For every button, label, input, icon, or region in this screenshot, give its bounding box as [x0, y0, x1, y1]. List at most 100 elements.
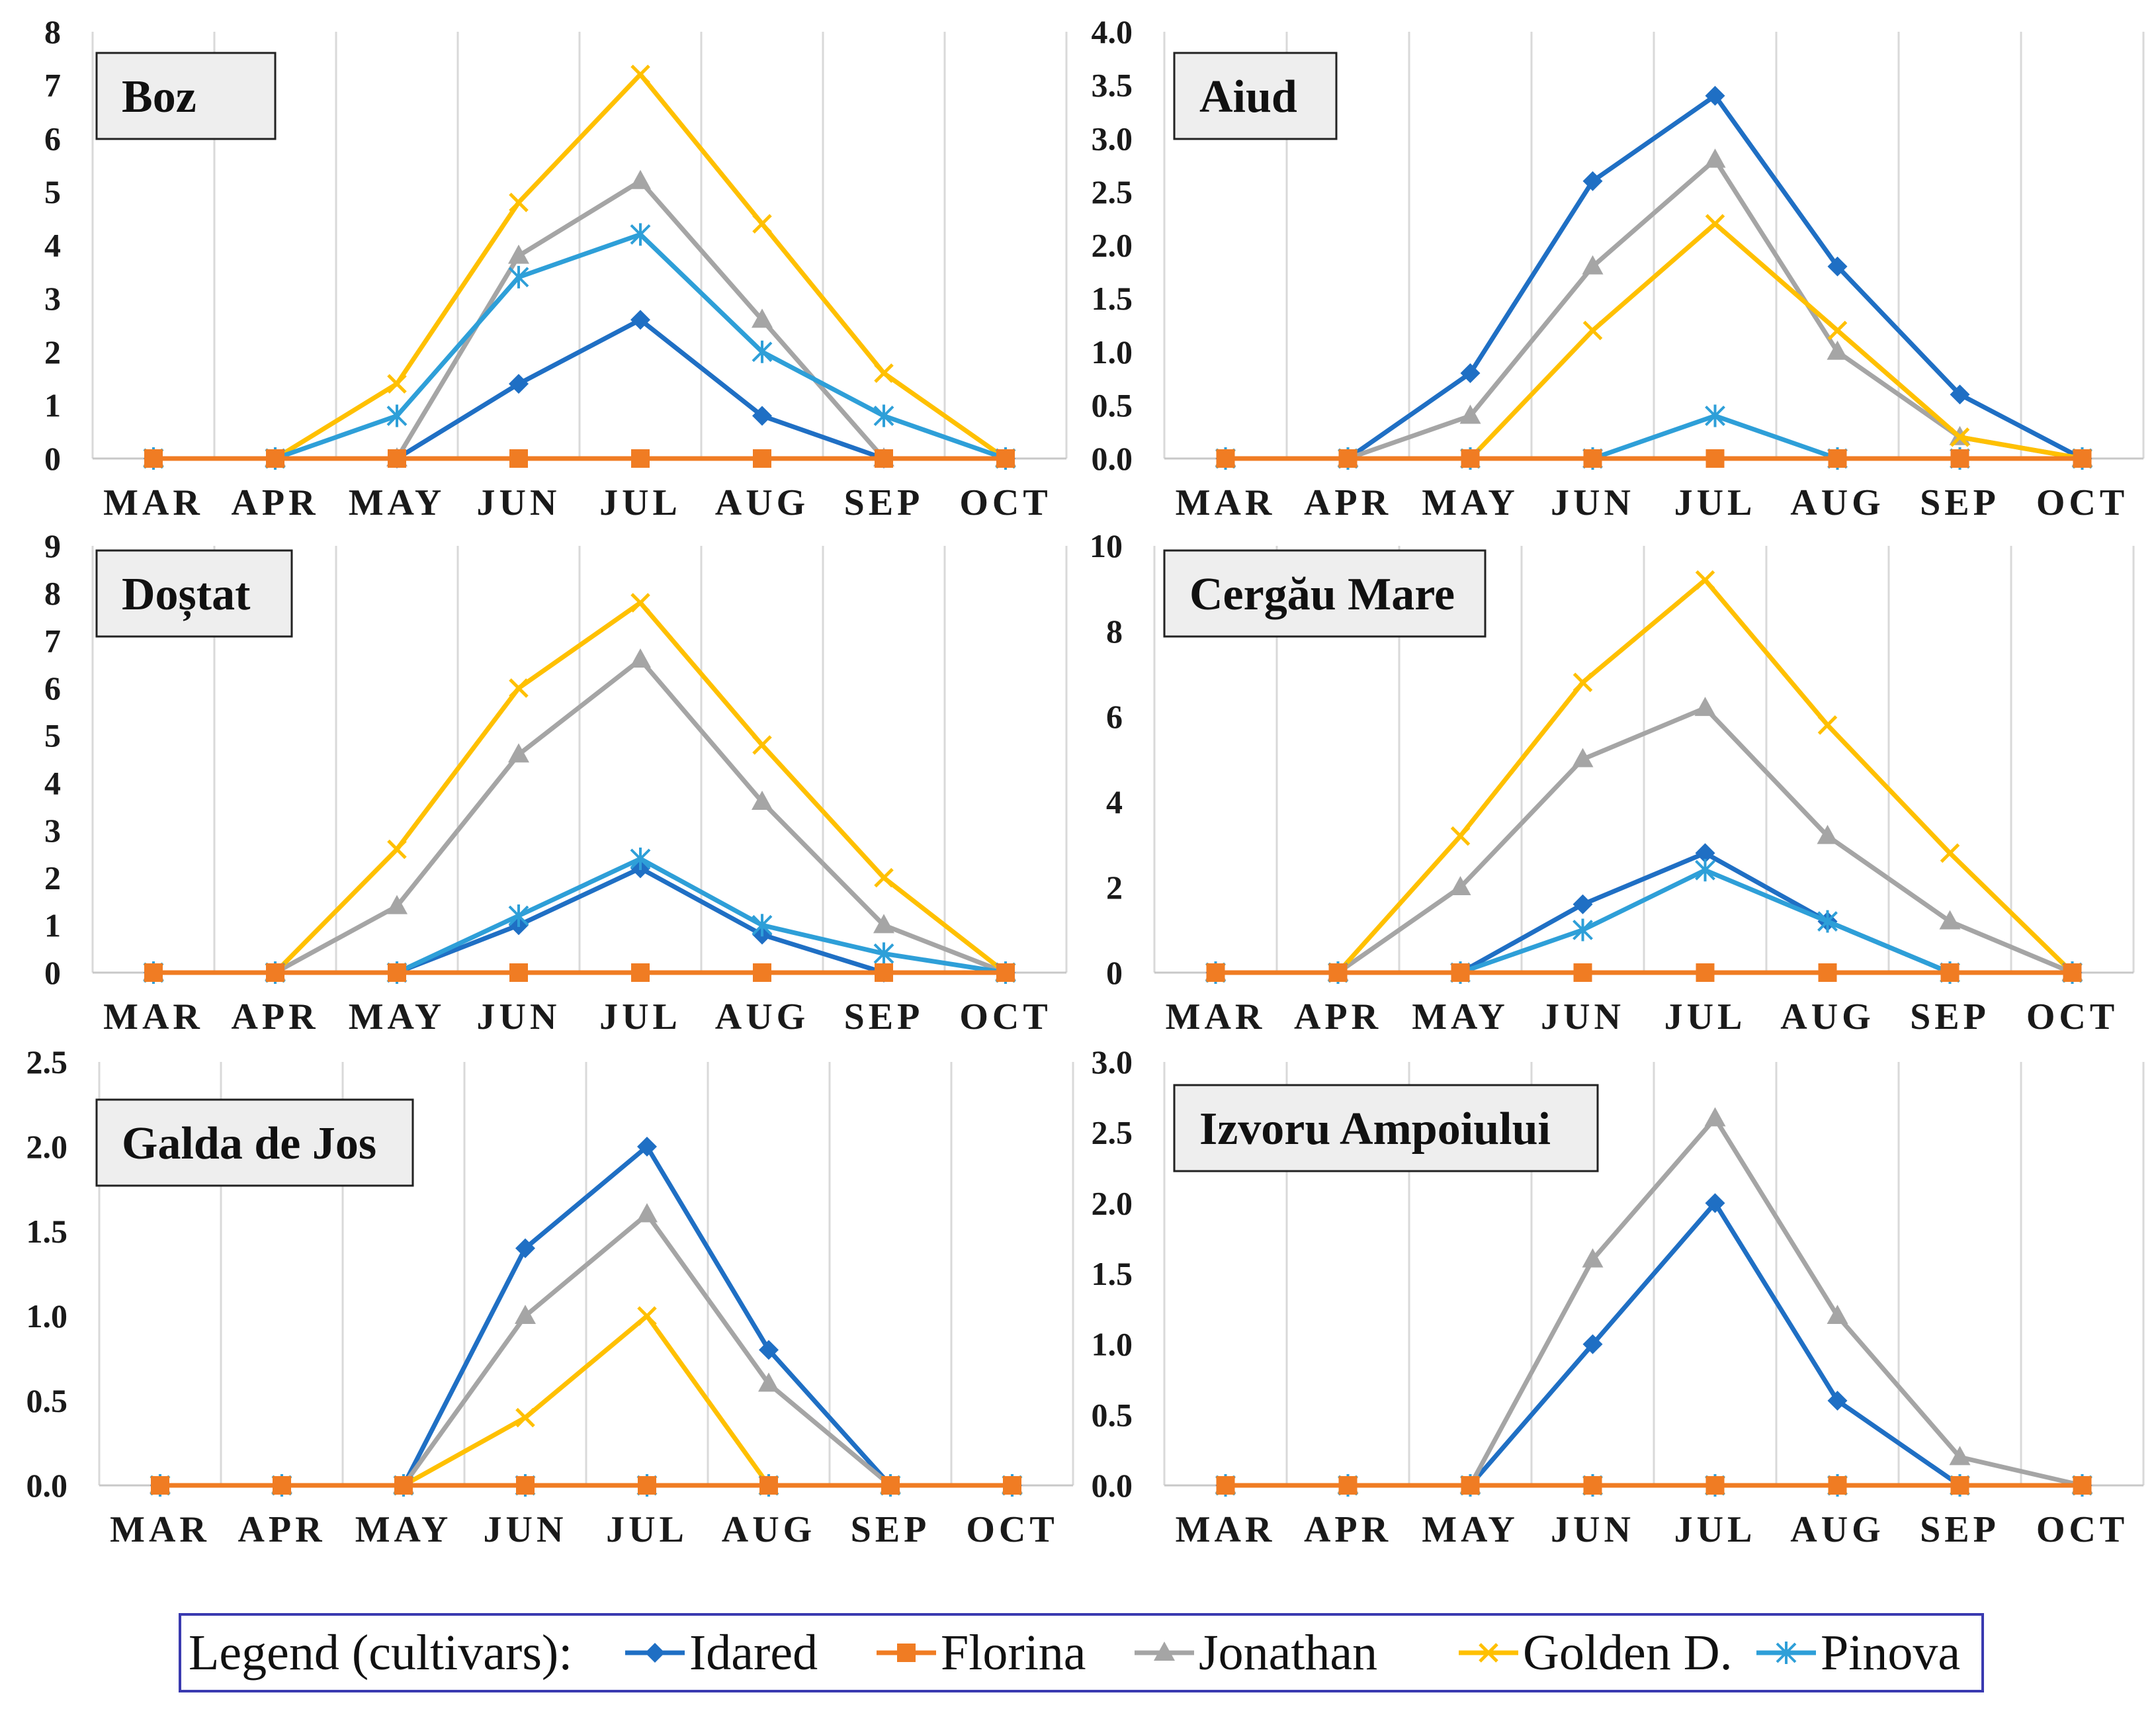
data-point: [1216, 449, 1235, 468]
data-point: [873, 914, 894, 934]
data-point: [273, 1476, 291, 1495]
legend-label: Idared: [689, 1625, 818, 1681]
x-tick-label: AUG: [1790, 482, 1884, 523]
x-tick-label: JUN: [477, 996, 561, 1037]
data-point: [1828, 449, 1847, 468]
x-tick-label: APR: [1304, 482, 1392, 523]
x-tick-label: SEP: [1920, 482, 2000, 523]
data-point: [2073, 449, 2092, 468]
data-point: [759, 1340, 779, 1360]
y-tick-label: 2.0: [26, 1128, 68, 1165]
data-point-stroke: [1582, 320, 1603, 341]
panel-title-box: [1163, 549, 1487, 638]
data-point: [508, 265, 529, 288]
data-point: [1573, 894, 1593, 914]
series-line-golden-d: [1215, 578, 2074, 975]
data-point: [1450, 826, 1471, 846]
data-point: [515, 1305, 536, 1324]
x-tick-label: OCT: [2036, 1509, 2128, 1550]
y-tick-label: 4: [1106, 783, 1123, 820]
data-point: [1950, 1476, 1969, 1495]
x-tick-label: APR: [231, 482, 319, 523]
panel-title-box: [95, 1098, 414, 1187]
legend-frame: [179, 1613, 1984, 1692]
data-point: [509, 374, 529, 394]
data-point: [387, 839, 407, 859]
data-point: [752, 914, 773, 937]
data-point-stroke: [509, 678, 529, 698]
data-point-stroke: [637, 1306, 657, 1326]
series-line-golden-d: [153, 72, 1008, 461]
panel-title-box: [95, 52, 277, 140]
data-point: [515, 1407, 535, 1428]
x-tick-label: APR: [1294, 996, 1382, 1037]
data-point: [144, 449, 163, 468]
data-point: [1817, 910, 1838, 933]
x-tick-label: MAR: [1166, 996, 1266, 1037]
panel-title-box: [1173, 52, 1338, 140]
data-point: [637, 1306, 657, 1326]
x-tick-label: AUG: [722, 1509, 816, 1550]
x-tick-label: SEP: [1910, 996, 1990, 1037]
x-tick-label: MAR: [103, 996, 204, 1037]
data-point: [1827, 1391, 1848, 1411]
data-point: [1338, 1476, 1358, 1495]
data-point: [2063, 963, 2082, 982]
legend-marker: [1776, 1642, 1797, 1664]
x-tick-label: MAY: [1422, 1509, 1519, 1550]
series-line-jonathan: [153, 657, 1007, 975]
data-point: [873, 942, 894, 965]
x-tick-label: MAY: [1412, 996, 1509, 1037]
data-point: [508, 244, 529, 264]
data-point: [1582, 1334, 1603, 1354]
data-point-stroke: [1940, 843, 1960, 863]
x-tick-label: AUG: [1790, 1509, 1884, 1550]
data-point: [1949, 1446, 1971, 1466]
data-point: [759, 1476, 778, 1495]
data-point: [1461, 1476, 1480, 1495]
y-tick-label: 0: [44, 954, 61, 991]
data-point-stroke: [387, 839, 407, 859]
data-point: [266, 449, 284, 468]
x-tick-label: JUL: [1674, 482, 1756, 523]
data-point: [875, 449, 893, 468]
y-tick-label: 0.0: [1092, 1467, 1133, 1504]
data-point: [386, 404, 408, 427]
data-point: [1827, 320, 1848, 341]
y-tick-label: 1.0: [1092, 1326, 1133, 1363]
data-point: [1582, 171, 1603, 191]
data-point: [394, 1476, 413, 1495]
y-tick-label: 6: [44, 120, 61, 157]
data-point-stroke: [387, 374, 407, 394]
y-tick-label: 2: [44, 859, 61, 897]
series-line-idared: [1225, 93, 2084, 461]
data-point: [1459, 404, 1481, 424]
chart-panel: 0.0 0.5 1.0 1.5 2.0 2.5 3.0 3.5 4.0 MAR APR MAY JUN J…: [1092, 13, 2145, 523]
y-tick-label: 1.5: [1092, 280, 1133, 317]
x-tick-label: AUG: [715, 996, 809, 1037]
data-point: [1460, 363, 1481, 383]
x-tick-label: MAY: [1422, 482, 1519, 523]
data-point: [1828, 1476, 1847, 1495]
series-line-jonathan: [1225, 157, 2083, 461]
data-point: [386, 895, 408, 914]
x-tick-label: OCT: [2036, 482, 2128, 523]
data-point-stroke: [752, 214, 772, 234]
legend-label: Golden D.: [1523, 1625, 1733, 1681]
data-point: [631, 449, 650, 468]
y-tick-label: 0.5: [1092, 386, 1133, 423]
data-point: [509, 678, 529, 698]
data-point: [1694, 697, 1716, 717]
data-point: [1827, 256, 1848, 277]
data-point-stroke: [630, 593, 650, 613]
y-tick-label: 10: [1090, 527, 1123, 564]
data-point: [509, 193, 529, 212]
panel-title: Cergău Mare: [1189, 569, 1455, 620]
data-point: [388, 449, 406, 468]
data-point: [873, 404, 894, 427]
y-tick-label: 4: [44, 764, 61, 801]
series-line-pinova: [153, 232, 1007, 461]
data-point: [1705, 449, 1725, 468]
